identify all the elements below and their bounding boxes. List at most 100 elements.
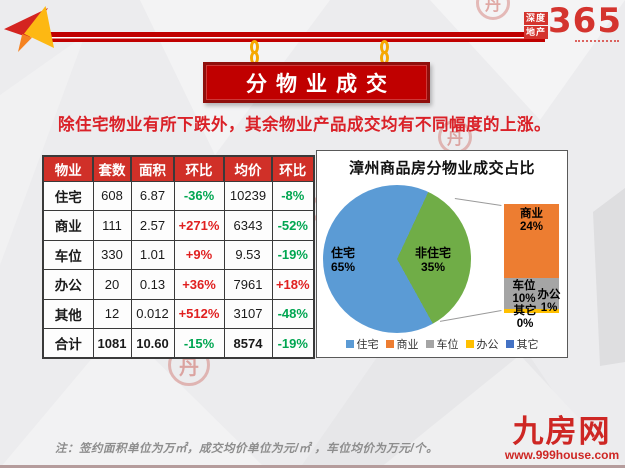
bottom-divider [0,465,625,468]
legend-item: 商业 [385,336,419,352]
header-arrow-line [44,32,545,42]
site-name: 九房网 [512,414,612,450]
breakdown-bar [504,204,559,314]
units-cell: 20 [92,269,132,300]
table-row: 车位 330 1.01 +9% 9.53 -19% [42,239,315,270]
table-header-row: 物业 套数 面积 环比 均价 环比 [42,155,315,182]
summary-text: 除住宅物业有所下跌外，其余物业产品成交均有不同幅度的上涨。 [58,116,551,134]
price-cell: 8574 [223,328,273,359]
legend-item: 办公 [465,336,499,352]
row-name: 合计 [42,328,94,359]
col-header-area: 面积 [130,155,175,182]
col-header-price: 均价 [223,155,273,182]
price-mom-cell: +18% [271,269,315,300]
row-name: 办公 [42,269,94,300]
chart-legend: 住宅 商业 车位 办公 其它 [317,336,567,352]
legend-label: 车位 [436,339,459,351]
table-row: 住宅 608 6.87 -36% 10239 -8% [42,180,315,211]
row-name: 住宅 [42,180,94,211]
segment-pct: 1% [540,302,558,314]
legend-item: 其它 [505,336,539,352]
slice-label: 非住宅 [414,246,451,260]
area-mom-cell: +9% [173,239,225,270]
chart-title: 漳州商品房分物业成交占比 [348,160,535,177]
shendu-dichan-365-logo: 深度 地产 365 [524,4,622,39]
area-cell: 0.13 [130,269,175,300]
slice-pct: 65% [331,260,356,274]
table-row: 其他 12 0.012 +512% 3107 -48% [42,298,315,329]
pie-chart-panel: 漳州商品房分物业成交占比 住宅 65% 非住宅 35% 商业 24% 车位 10… [316,150,568,358]
slice-pct: 35% [420,260,446,274]
price-cell: 3107 [223,298,273,329]
price-mom-cell: -19% [271,328,315,359]
area-mom-cell: +36% [173,269,225,300]
paper-plane-arrow-icon [4,2,56,52]
price-cell: 10239 [223,180,273,211]
bar-segment-1 [504,278,559,310]
section-title: 分物业成交 [246,70,396,96]
table-total-row: 合计 1081 10.60 -15% 8574 -19% [42,328,315,359]
bar-segment-0 [504,204,559,279]
logo-line1: 深度 [524,12,549,25]
segment-pct: 24% [519,221,544,233]
units-cell: 111 [92,210,132,241]
units-cell: 608 [92,180,132,211]
col-header-price-mom: 环比 [271,155,315,182]
price-mom-cell: -48% [271,298,315,329]
site-logo: 九房网 www.999house.com [503,416,621,462]
legend-label: 其它 [516,339,539,351]
bar-label-parking: 车位 10% [504,280,544,306]
legend-label: 商业 [396,339,419,351]
price-cell: 6343 [223,210,273,241]
slice-label: 住宅 [331,246,356,260]
area-cell: 6.87 [130,180,175,211]
col-header-property: 物业 [42,155,94,182]
price-mom-cell: -52% [271,210,315,241]
site-url: www.999house.com [504,448,620,462]
area-cell: 2.57 [130,210,175,241]
segment-label: 办公 [537,289,561,301]
segment-label: 其它 [513,305,537,317]
legend-swatch-icon [505,340,514,348]
area-mom-cell: -15% [173,328,225,359]
bar-label-office: 办公 1% [531,289,567,315]
price-mom-cell: -8% [271,180,315,211]
bar-segment-2 [504,309,559,314]
legend-item: 车位 [425,336,459,352]
callout-lines [439,198,502,322]
bar-label-other: 其它 0% [504,305,546,331]
logo-number: 365 [548,1,622,41]
legend-label: 住宅 [356,339,379,351]
area-mom-cell: +512% [173,298,225,329]
logo-line2: 地产 [524,26,549,39]
pie-chart [323,185,471,333]
units-cell: 330 [92,239,132,270]
units-cell: 12 [92,298,132,329]
price-cell: 7961 [223,269,273,300]
legend-item: 住宅 [345,336,379,352]
area-cell: 1.01 [130,239,175,270]
row-name: 其他 [42,298,94,329]
table-row: 商业 111 2.57 +271% 6343 -52% [42,210,315,241]
col-header-area-mom: 环比 [173,155,225,182]
area-cell: 0.012 [130,298,175,329]
table-row: 办公 20 0.13 +36% 7961 +18% [42,269,315,300]
area-mom-cell: -36% [173,180,225,211]
footnote: 注：签约面积单位为万㎡，成交均价单位为元/㎡ ，车位均价为万元/个。 [55,443,439,455]
legend-swatch-icon [345,340,354,348]
area-cell: 10.60 [130,328,175,359]
area-mom-cell: +271% [173,210,225,241]
segment-pct: 10% [512,293,536,305]
legend-swatch-icon [425,340,434,348]
units-cell: 1081 [92,328,132,359]
legend-label: 办公 [476,339,499,351]
logo-tagline-dots [575,40,619,42]
segment-label: 商业 [520,208,543,220]
row-name: 商业 [42,210,94,241]
pie-slice-label-nonresidential: 非住宅 35% [405,246,461,274]
legend-swatch-icon [465,340,474,348]
segment-label: 车位 [512,280,536,292]
pie-slice-label-residential: 住宅 65% [331,246,355,274]
col-header-units: 套数 [92,155,132,182]
